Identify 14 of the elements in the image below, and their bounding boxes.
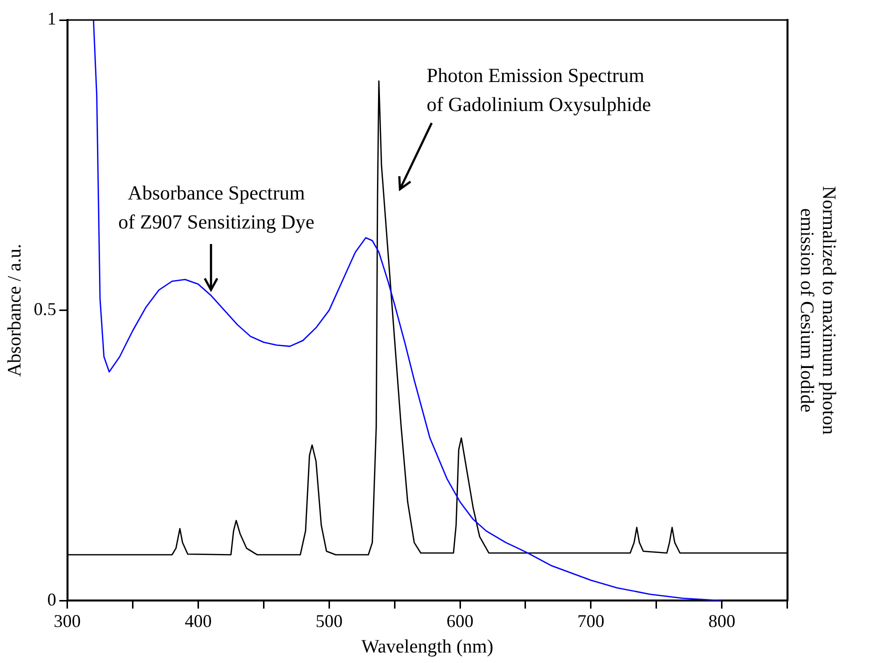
y-tick-label: 0.5: [34, 299, 56, 320]
x-tick-label: 300: [54, 611, 81, 632]
y-axis-title: Absorbance / a.u.: [4, 244, 26, 377]
x-tick-label: 500: [316, 611, 343, 632]
x-tick-label: 800: [708, 611, 736, 632]
x-tick-label: 700: [577, 611, 604, 632]
y-tick-label: 0: [47, 589, 56, 610]
x-tick-label: 400: [184, 611, 212, 632]
annotation: Photon Emission Spectrum of Gadolinium Oxysulphide: [426, 65, 652, 116]
y-tick-label: 1: [47, 8, 56, 29]
annotation: Absorbance Spectrum of Z907 Sensitizing Dye: [118, 182, 314, 234]
x-axis-title: Wavelength (nm): [361, 636, 494, 658]
y2-axis-title: Normalized to maximum photon emission of Cesium Iodide: [796, 186, 840, 436]
x-tick-label: 600: [446, 611, 474, 632]
